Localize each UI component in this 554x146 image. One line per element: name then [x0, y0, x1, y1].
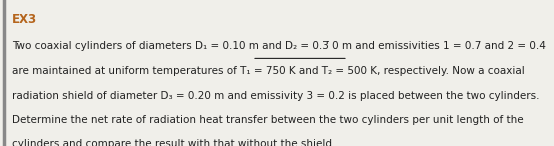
Text: cylinders and compare the result with that without the shield.: cylinders and compare the result with th… — [12, 139, 336, 146]
Text: radiation shield of diameter D₃ = 0.20 m and emissivity 3 = 0.2 is placed betwee: radiation shield of diameter D₃ = 0.20 m… — [12, 91, 540, 100]
Text: EX3: EX3 — [12, 13, 37, 26]
Text: Two coaxial cylinders of diameters D₁ = 0.10 m and D₂ = 0.3̅ 0 m and emissivitie: Two coaxial cylinders of diameters D₁ = … — [12, 41, 546, 51]
Text: Determine the net rate of radiation heat transfer between the two cylinders per : Determine the net rate of radiation heat… — [12, 115, 524, 125]
Text: are maintained at uniform temperatures of T₁ = 750 K and T₂ = 500 K, respectivel: are maintained at uniform temperatures o… — [12, 66, 525, 76]
